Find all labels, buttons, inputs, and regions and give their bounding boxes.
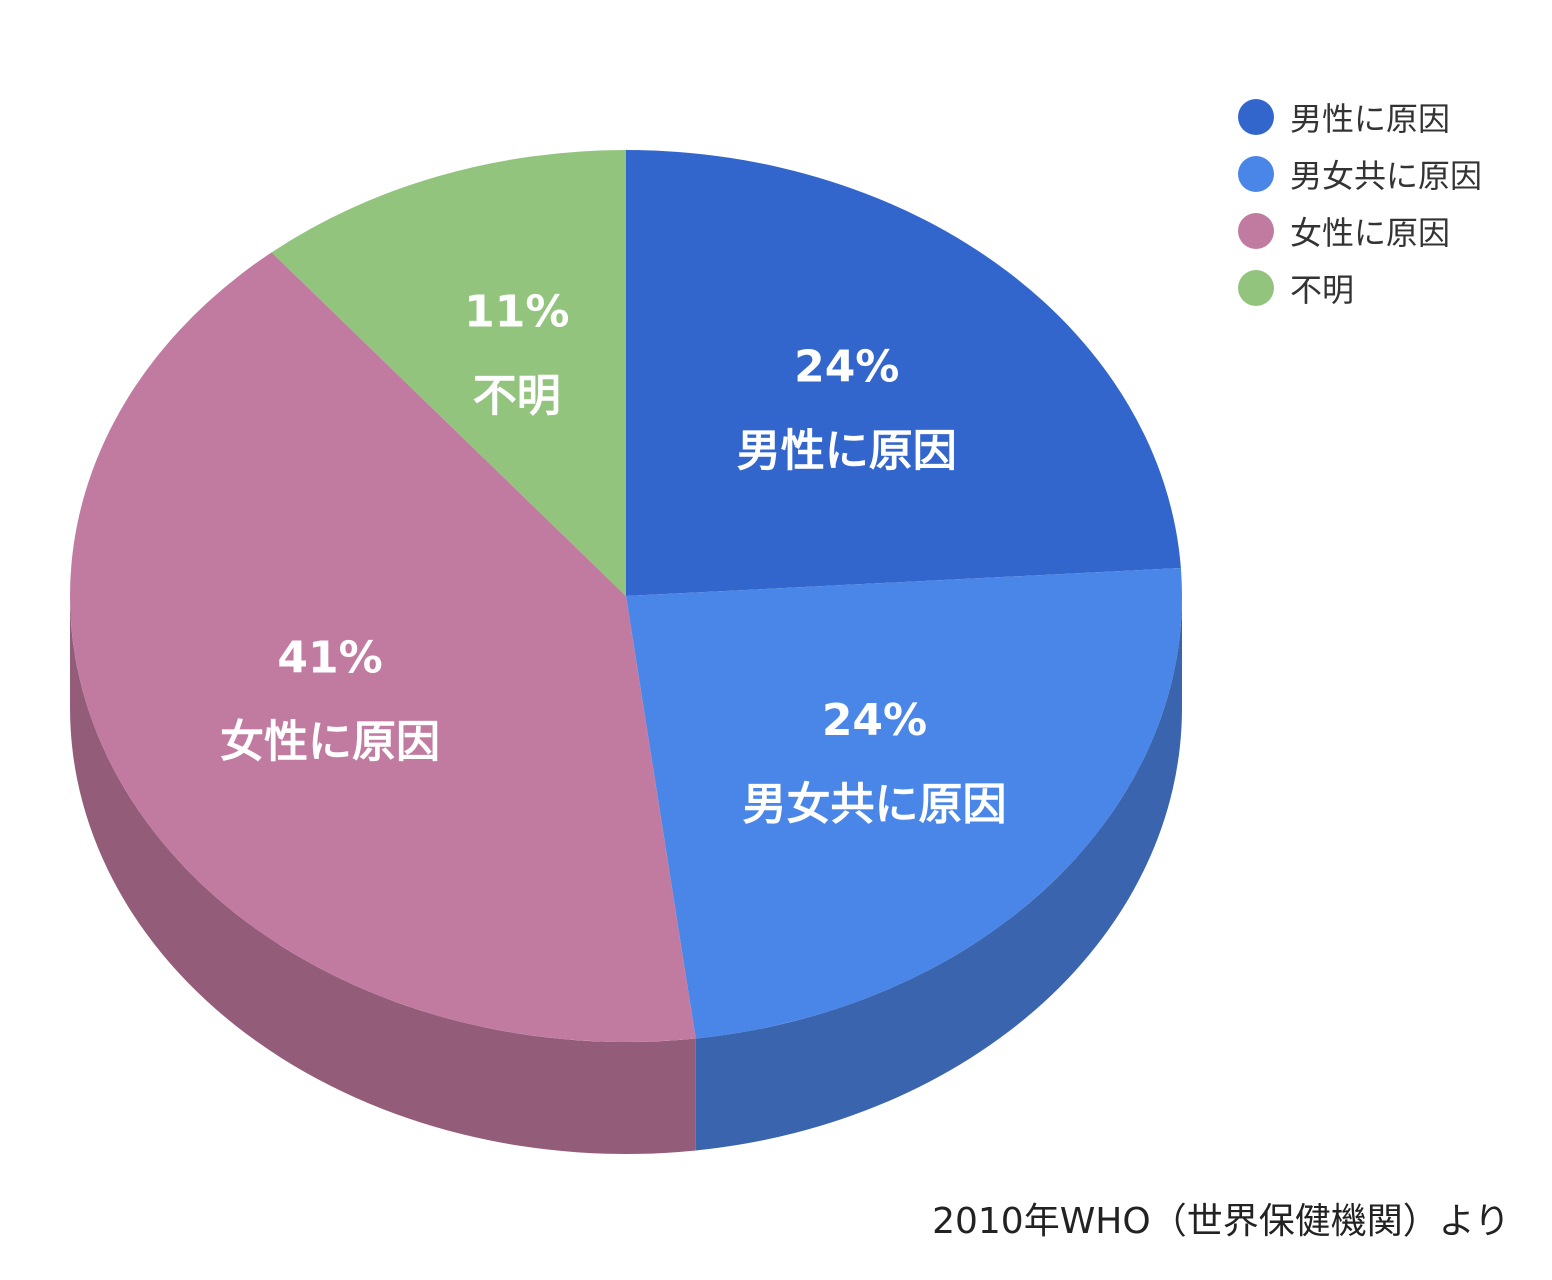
slice-name-label-1: 男女共に原因	[742, 779, 1006, 830]
legend-swatch-female-cause	[1238, 212, 1274, 249]
pie-side-1	[695, 596, 1182, 1151]
legend-item-male-cause[interactable]: 男性に原因	[1238, 88, 1538, 145]
slice-percent-label-2: 41%	[277, 633, 382, 684]
legend-item-female-cause[interactable]: 女性に原因	[1238, 202, 1538, 259]
legend: 男性に原因 男女共に原因 女性に原因 不明	[1238, 88, 1538, 316]
legend-label: 不明	[1290, 270, 1355, 309]
source-note: 2010年WHO（世界保健機関）より	[932, 1201, 1510, 1242]
slice-percent-label-1: 24%	[822, 695, 927, 746]
legend-swatch-male-cause	[1238, 98, 1274, 135]
pie-slice-0[interactable]	[626, 150, 1181, 596]
slice-percent-label-0: 24%	[794, 341, 899, 392]
legend-label: 男性に原因	[1290, 99, 1451, 138]
slice-percent-label-3: 11%	[464, 287, 569, 338]
pie-side-2	[70, 596, 696, 1154]
legend-label: 女性に原因	[1290, 213, 1451, 252]
pie-slice-2[interactable]	[70, 252, 696, 1042]
legend-swatch-both-cause	[1238, 155, 1274, 192]
legend-item-both-cause[interactable]: 男女共に原因	[1238, 145, 1538, 202]
legend-swatch-unknown	[1238, 269, 1274, 306]
legend-label: 男女共に原因	[1290, 156, 1483, 195]
slice-name-label-3: 不明	[473, 371, 561, 422]
slice-name-label-2: 女性に原因	[220, 717, 440, 768]
legend-item-unknown[interactable]: 不明	[1238, 259, 1538, 316]
pie-slice-3[interactable]	[271, 150, 626, 596]
pie-slice-1[interactable]	[626, 568, 1182, 1039]
slice-name-label-0: 男性に原因	[737, 425, 957, 476]
